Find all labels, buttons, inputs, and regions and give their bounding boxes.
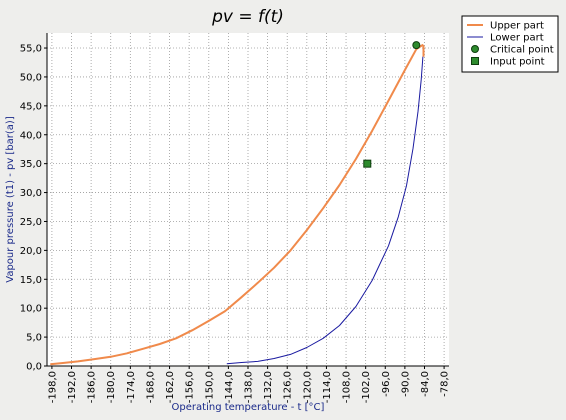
chart-title: pv = f(t)	[211, 7, 284, 27]
x-tick-label: -174,0	[126, 371, 137, 403]
x-tick-label: -180,0	[106, 371, 117, 403]
y-tick-label: 40,0	[20, 130, 42, 141]
x-tick-label: -156,0	[185, 371, 196, 403]
legend-label-input-point: Input point	[490, 57, 545, 68]
x-tick-label: -198,0	[47, 371, 58, 403]
x-tick-label: -102,0	[361, 371, 372, 403]
critical-point-marker	[412, 41, 421, 50]
plot-area	[47, 33, 449, 366]
y-tick-label: 50,0	[20, 72, 42, 83]
y-tick-label: 25,0	[20, 217, 42, 228]
x-tick-label: -90,0	[400, 371, 411, 397]
input-point-marker	[363, 159, 372, 168]
x-axis-label: Operating temperature - t [°C]	[172, 402, 325, 413]
y-tick-label: 45,0	[20, 101, 42, 112]
x-tick-label: -126,0	[283, 371, 294, 403]
x-tick-label: -168,0	[145, 371, 156, 403]
y-tick-label: 15,0	[20, 275, 42, 286]
y-tick-label: 10,0	[20, 304, 42, 315]
legend-swatch-critical-point	[471, 45, 479, 53]
x-tick-label: -84,0	[420, 371, 431, 397]
x-tick-label: -108,0	[342, 371, 353, 403]
legend-swatch-input-point	[471, 57, 479, 65]
y-tick-label: 20,0	[20, 246, 42, 257]
x-tick-label: -150,0	[204, 371, 215, 403]
y-tick-label: 5,0	[26, 333, 42, 344]
x-tick-label: -120,0	[302, 371, 313, 403]
x-tick-label: -162,0	[165, 371, 176, 403]
upper-part-line	[50, 44, 425, 366]
x-tick-label: -144,0	[224, 371, 235, 403]
x-tick-label: -96,0	[381, 371, 392, 397]
lower-part-line	[226, 56, 424, 365]
y-tick-label: 35,0	[20, 159, 42, 170]
y-tick-label: 55,0	[20, 44, 42, 55]
x-tick-label: -132,0	[263, 371, 274, 403]
x-tick-label: -186,0	[87, 371, 98, 403]
y-axis-label: Vapour pressure (t1) - pv [bar(a)]	[5, 116, 16, 283]
x-tick-label: -138,0	[244, 371, 255, 403]
legend-label-upper-part: Upper part	[490, 21, 544, 32]
x-tick-label: -78,0	[440, 371, 451, 397]
legend-label-critical-point: Critical point	[490, 45, 554, 56]
grid-layer	[47, 33, 449, 367]
y-tick-label: 30,0	[20, 188, 42, 199]
series-layer	[50, 41, 425, 366]
legend-label-lower-part: Lower part	[490, 33, 544, 44]
x-tick-label: -192,0	[67, 371, 78, 403]
y-tick-label: 0,0	[26, 362, 42, 373]
x-tick-label: -114,0	[322, 371, 333, 403]
axes-layer: 0,0 5,0 10,0 15,0 20,0 25,0 30,0 35,0 40,0 45,0 50…	[20, 33, 451, 403]
